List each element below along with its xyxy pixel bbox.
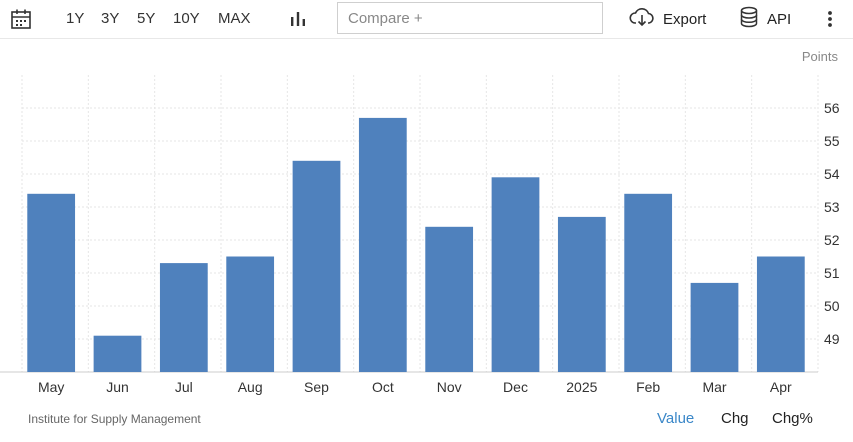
view-chg-pct-button[interactable]: Chg% xyxy=(772,410,813,427)
range-max-button[interactable]: MAX xyxy=(218,10,251,27)
more-vertical-icon[interactable] xyxy=(818,7,842,31)
y-tick-label: 53 xyxy=(824,199,840,215)
bar-chart-icon[interactable] xyxy=(286,7,310,31)
x-tick-label: Jul xyxy=(175,379,193,395)
y-tick-label: 50 xyxy=(824,298,840,314)
bar[interactable] xyxy=(624,193,673,372)
bar[interactable] xyxy=(226,256,275,373)
cloud-download-icon xyxy=(629,7,655,32)
x-tick-label: May xyxy=(38,379,64,395)
bar[interactable] xyxy=(27,193,76,372)
range-3y-button[interactable]: 3Y xyxy=(101,10,120,27)
bar-chart: 49 50 51 52 53 54 55 56 May Jun Jul Aug Sep Oct Nov Dec… xyxy=(0,75,840,395)
x-tick-label: Feb xyxy=(636,379,660,395)
y-tick-label: 49 xyxy=(824,331,840,347)
bar[interactable] xyxy=(159,263,208,372)
y-tick-label: 55 xyxy=(824,133,840,149)
x-tick-label: Apr xyxy=(770,379,792,395)
api-button[interactable]: API xyxy=(739,6,792,33)
bar[interactable] xyxy=(292,160,341,372)
range-10y-button[interactable]: 10Y xyxy=(173,10,200,27)
y-tick-label: 54 xyxy=(824,166,840,182)
x-tick-label: Nov xyxy=(437,379,462,395)
bar[interactable] xyxy=(491,177,540,372)
compare-input[interactable] xyxy=(337,2,603,34)
bar[interactable] xyxy=(425,226,474,372)
database-icon xyxy=(739,6,759,33)
y-tick-label: 56 xyxy=(824,100,840,116)
x-tick-label: Oct xyxy=(372,379,394,395)
source-label: Institute for Supply Management xyxy=(28,412,201,426)
bar[interactable] xyxy=(690,282,739,372)
view-chg-button[interactable]: Chg xyxy=(721,410,749,427)
view-value-button[interactable]: Value xyxy=(657,410,695,427)
bar[interactable] xyxy=(557,216,606,372)
x-tick-label: Mar xyxy=(702,379,726,395)
bar[interactable] xyxy=(358,117,407,373)
x-tick-label: 2025 xyxy=(566,379,597,395)
toolbar: 1Y 3Y 5Y 10Y MAX Export xyxy=(0,0,853,39)
y-tick-label: 51 xyxy=(824,265,840,281)
bar[interactable] xyxy=(756,256,805,373)
range-1y-button[interactable]: 1Y xyxy=(66,10,85,27)
x-tick-label: Sep xyxy=(304,379,329,395)
export-button[interactable]: Export xyxy=(629,7,706,31)
export-label: Export xyxy=(663,10,707,28)
bar[interactable] xyxy=(93,335,142,372)
x-tick-label: Dec xyxy=(503,379,528,395)
calendar-icon[interactable] xyxy=(9,7,33,31)
range-5y-button[interactable]: 5Y xyxy=(137,10,156,27)
x-tick-label: Jun xyxy=(106,379,129,395)
y-tick-label: 52 xyxy=(824,232,840,248)
api-label: API xyxy=(767,10,792,28)
units-label: Points xyxy=(801,49,838,64)
x-tick-label: Aug xyxy=(238,379,263,395)
